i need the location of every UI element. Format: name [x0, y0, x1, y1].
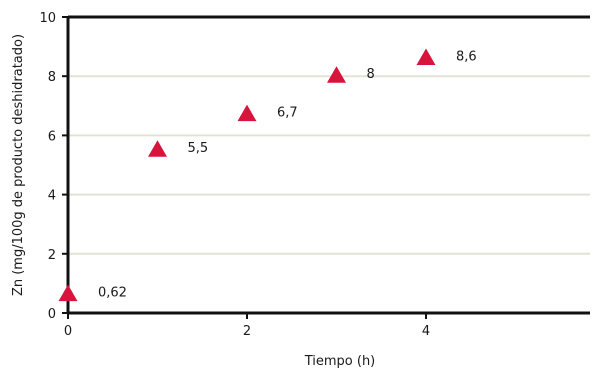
- y-tick-label-5: 10: [39, 11, 56, 26]
- data-point-4: [416, 48, 436, 65]
- data-label-4: 8,6: [456, 49, 477, 64]
- y-tick-label-2: 4: [48, 189, 56, 204]
- data-point-3: [327, 66, 346, 83]
- data-label-2: 6,7: [277, 106, 298, 121]
- data-point-1: [148, 140, 167, 157]
- x-tick-label-1: 2: [243, 324, 251, 339]
- data-label-1: 5,5: [188, 141, 209, 156]
- y-tick-label-3: 6: [48, 129, 56, 144]
- x-tick-label-0: 0: [64, 324, 72, 339]
- axes: [66, 15, 590, 315]
- y-axis-title: Zn (mg/100g de producto deshidratado): [11, 34, 26, 296]
- x-axis-title: Tiempo (h): [304, 354, 376, 369]
- y-tick-label-1: 2: [48, 248, 56, 263]
- y-tick-label-4: 8: [48, 70, 56, 85]
- data-label-0: 0,62: [98, 286, 127, 301]
- data-point-0: [58, 284, 78, 302]
- x-tick-label-2: 4: [422, 324, 430, 339]
- grid: [68, 75, 590, 255]
- data-points: [58, 48, 436, 302]
- data-point-2: [237, 104, 257, 122]
- data-labels: 0,62 5,5 6,7 8 8,6: [98, 49, 477, 300]
- data-label-3: 8: [367, 67, 375, 82]
- y-tick-label-0: 0: [48, 307, 56, 322]
- y-axis-ticks: 0 2 4 6 8 10: [39, 11, 68, 322]
